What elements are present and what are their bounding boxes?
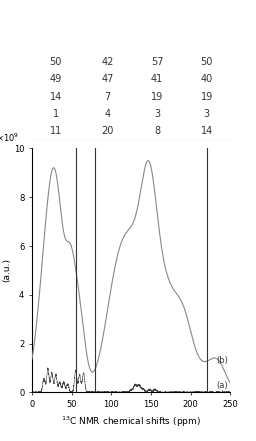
Text: 14: 14	[50, 92, 62, 101]
X-axis label: $^{13}$C NMR chemical shifts (ppm): $^{13}$C NMR chemical shifts (ppm)	[61, 415, 201, 429]
Text: 1: 1	[53, 109, 59, 119]
Text: 50: 50	[200, 56, 213, 67]
Text: (a): (a)	[216, 381, 228, 390]
Text: (b): (b)	[216, 356, 228, 365]
Text: 4: 4	[104, 109, 110, 119]
Text: 41: 41	[151, 74, 163, 84]
Text: 50: 50	[50, 56, 62, 67]
Text: 11: 11	[50, 127, 62, 136]
Text: 7: 7	[104, 92, 111, 101]
Text: 42: 42	[101, 56, 114, 67]
Text: 47: 47	[101, 74, 114, 84]
Y-axis label: (a.u.): (a.u.)	[2, 258, 11, 282]
Text: 20: 20	[101, 127, 114, 136]
Text: 14: 14	[200, 127, 213, 136]
Text: 57: 57	[151, 56, 163, 67]
Text: ×10$^{9}$: ×10$^{9}$	[0, 131, 19, 143]
Text: 49: 49	[50, 74, 62, 84]
Text: 40: 40	[200, 74, 213, 84]
Text: 8: 8	[154, 127, 160, 136]
Text: 19: 19	[151, 92, 163, 101]
Text: 3: 3	[204, 109, 210, 119]
Text: 3: 3	[154, 109, 160, 119]
Text: 19: 19	[200, 92, 213, 101]
